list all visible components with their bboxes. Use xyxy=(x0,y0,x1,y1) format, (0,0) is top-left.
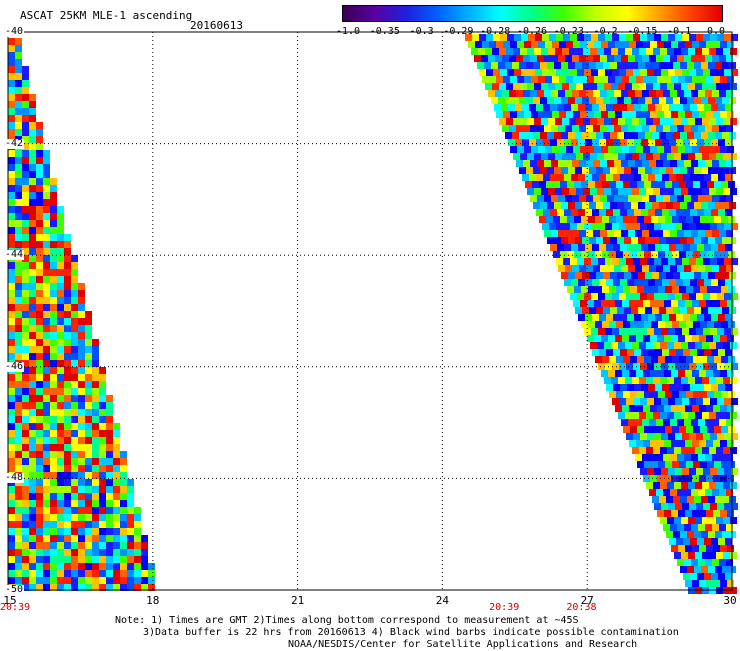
pass-time: 20:39 xyxy=(489,602,520,613)
lon-label: 18 xyxy=(146,594,160,607)
lat-label: -44 xyxy=(4,249,25,261)
note-line-1: Note: 1) Times are GMT 2)Times along bot… xyxy=(115,615,579,626)
lat-label: -42 xyxy=(4,137,25,149)
lon-label: 24 xyxy=(435,594,450,607)
color-scale-bar xyxy=(342,5,723,22)
lat-label: -48 xyxy=(4,472,25,484)
pass-time: 20:38 xyxy=(566,602,597,613)
note-line-2: 3)Data buffer is 22 hrs from 20160613 4)… xyxy=(143,627,679,638)
map-frame xyxy=(7,31,733,591)
note-line-3: NOAA/NESDIS/Center for Satellite Applica… xyxy=(288,639,638,650)
lon-label: 15 xyxy=(3,594,17,607)
swath-cells xyxy=(8,34,738,594)
lon-label: 21 xyxy=(290,594,305,607)
date-label: 20160613 xyxy=(190,19,243,32)
lat-label: -46 xyxy=(4,360,25,372)
pass-time: 20:39 xyxy=(0,602,31,613)
lon-label: 30 xyxy=(723,594,737,607)
lat-label: -50 xyxy=(4,584,25,595)
lon-label: 27 xyxy=(580,594,594,607)
chart-title: ASCAT 25KM MLE-1 ascending xyxy=(20,9,193,22)
lat-label: -40 xyxy=(4,26,25,37)
